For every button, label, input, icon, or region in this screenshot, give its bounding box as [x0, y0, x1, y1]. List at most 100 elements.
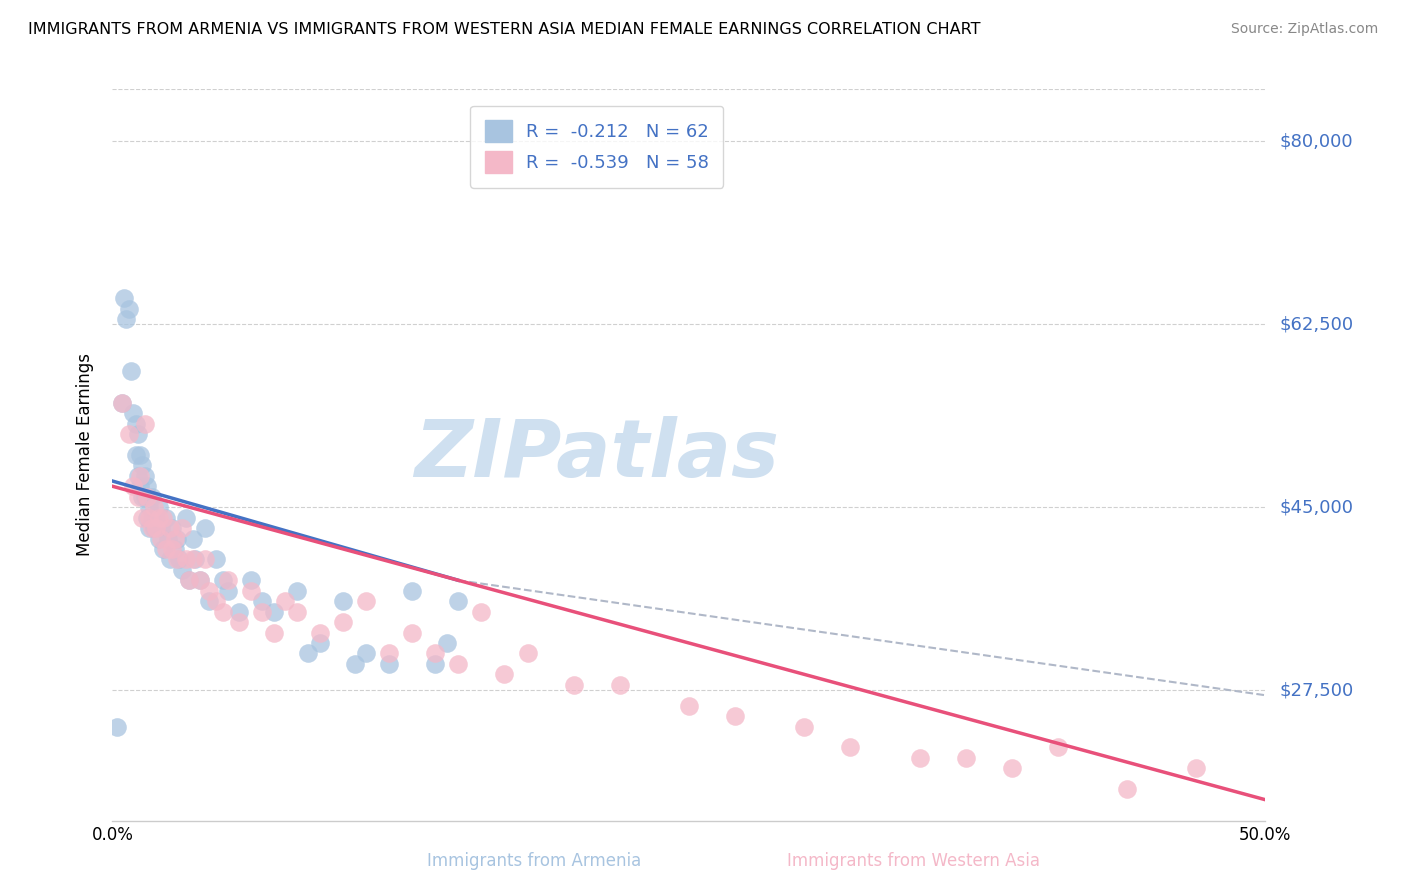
- Point: [354, 647, 377, 661]
- Point: [793, 720, 815, 734]
- Point: [908, 751, 931, 765]
- Point: [839, 740, 862, 755]
- Point: [470, 605, 492, 619]
- Point: [401, 583, 423, 598]
- Point: [354, 594, 377, 608]
- Point: [1185, 761, 1208, 775]
- Point: [143, 521, 166, 535]
- Point: [309, 636, 332, 650]
- Point: [177, 574, 200, 588]
- Y-axis label: Median Female Earnings: Median Female Earnings: [76, 353, 94, 557]
- Point: [188, 574, 211, 588]
- Point: [955, 751, 977, 765]
- Point: [169, 552, 191, 566]
- Point: [181, 532, 204, 546]
- Text: $27,500: $27,500: [1279, 681, 1354, 699]
- Point: [138, 510, 160, 524]
- Point: [129, 479, 152, 493]
- Point: [138, 500, 160, 515]
- Point: [724, 709, 747, 723]
- Point: [447, 657, 470, 671]
- Point: [228, 615, 250, 629]
- Point: [494, 667, 516, 681]
- Point: [205, 594, 228, 608]
- Text: Source: ZipAtlas.com: Source: ZipAtlas.com: [1230, 22, 1378, 37]
- Point: [1001, 761, 1024, 775]
- Point: [120, 364, 142, 378]
- Point: [148, 532, 170, 546]
- Point: [198, 594, 221, 608]
- Point: [447, 594, 470, 608]
- Point: [129, 448, 152, 462]
- Point: [436, 636, 458, 650]
- Point: [127, 468, 149, 483]
- Point: [562, 678, 585, 692]
- Point: [212, 605, 235, 619]
- Point: [184, 552, 207, 566]
- Point: [111, 395, 134, 409]
- Point: [332, 594, 354, 608]
- Point: [117, 427, 139, 442]
- Point: [115, 312, 138, 326]
- Point: [609, 678, 631, 692]
- Text: Immigrants from Armenia: Immigrants from Armenia: [427, 852, 641, 870]
- Text: $80,000: $80,000: [1279, 132, 1353, 151]
- Point: [217, 583, 239, 598]
- Point: [263, 605, 285, 619]
- Point: [136, 490, 159, 504]
- Point: [343, 657, 366, 671]
- Point: [143, 500, 166, 515]
- Point: [159, 552, 181, 566]
- Point: [425, 647, 447, 661]
- Point: [274, 594, 297, 608]
- Point: [239, 583, 262, 598]
- Point: [194, 521, 217, 535]
- Point: [177, 574, 200, 588]
- Point: [1046, 740, 1069, 755]
- Point: [228, 605, 250, 619]
- Point: [117, 301, 139, 316]
- Point: [111, 395, 134, 409]
- Point: [378, 657, 401, 671]
- Point: [124, 417, 146, 431]
- Point: [155, 510, 177, 524]
- Point: [162, 521, 184, 535]
- Point: [170, 521, 193, 535]
- Point: [378, 647, 401, 661]
- Point: [332, 615, 354, 629]
- Point: [1116, 782, 1139, 797]
- Point: [105, 720, 128, 734]
- Point: [127, 427, 149, 442]
- Point: [181, 552, 204, 566]
- Point: [141, 490, 163, 504]
- Point: [516, 647, 538, 661]
- Point: [252, 594, 274, 608]
- Text: Immigrants from Western Asia: Immigrants from Western Asia: [787, 852, 1040, 870]
- Point: [309, 625, 332, 640]
- Point: [425, 657, 447, 671]
- Point: [127, 490, 149, 504]
- Point: [156, 532, 179, 546]
- Point: [198, 583, 221, 598]
- Point: [163, 532, 186, 546]
- Point: [678, 698, 700, 713]
- Point: [124, 448, 146, 462]
- Point: [194, 552, 217, 566]
- Point: [136, 479, 159, 493]
- Point: [145, 510, 167, 524]
- Text: ZIPatlas: ZIPatlas: [415, 416, 779, 494]
- Text: $45,000: $45,000: [1279, 498, 1354, 516]
- Point: [138, 521, 160, 535]
- Point: [122, 406, 145, 420]
- Point: [145, 521, 167, 535]
- Text: IMMIGRANTS FROM ARMENIA VS IMMIGRANTS FROM WESTERN ASIA MEDIAN FEMALE EARNINGS C: IMMIGRANTS FROM ARMENIA VS IMMIGRANTS FR…: [28, 22, 980, 37]
- Point: [401, 625, 423, 640]
- Point: [152, 510, 174, 524]
- Point: [148, 510, 170, 524]
- Point: [252, 605, 274, 619]
- Point: [263, 625, 285, 640]
- Point: [174, 552, 197, 566]
- Point: [163, 541, 186, 556]
- Point: [285, 583, 308, 598]
- Point: [170, 563, 193, 577]
